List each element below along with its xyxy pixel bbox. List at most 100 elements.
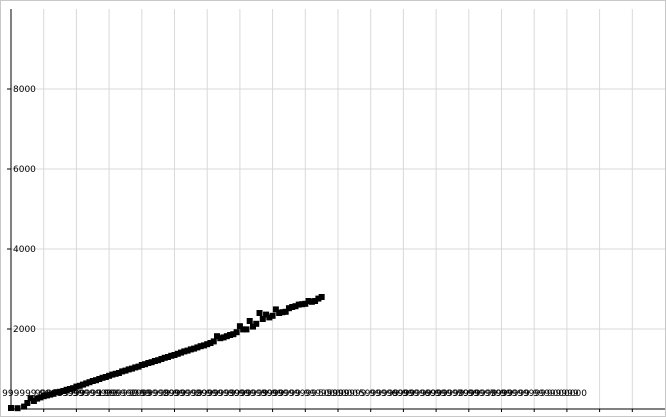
- data-point: [89, 378, 96, 384]
- data-point: [76, 382, 83, 389]
- x-tick-label: 9000000: [547, 389, 587, 399]
- data-point: [43, 392, 50, 399]
- data-point: [57, 388, 64, 395]
- data-point: [164, 354, 171, 360]
- data-point: [24, 400, 31, 406]
- data-point: [315, 295, 322, 302]
- data-point: [184, 347, 191, 354]
- data-point: [125, 366, 132, 373]
- data-point: [93, 377, 100, 384]
- data-point: [259, 316, 266, 322]
- y-tick-label: 4000: [13, 245, 36, 255]
- data-point: [220, 334, 227, 341]
- data-point: [66, 386, 73, 392]
- data-point: [158, 356, 165, 362]
- data-point: [138, 362, 145, 368]
- data-point: [106, 372, 113, 379]
- grid: [11, 9, 665, 409]
- data-point: [79, 381, 86, 388]
- x-tick-label: 6999999.99999999: [424, 389, 513, 399]
- data-point: [230, 331, 237, 338]
- data-point: [63, 386, 70, 393]
- data-point: [83, 380, 90, 387]
- data-point: [14, 405, 21, 412]
- data-point: [194, 344, 201, 351]
- data-point: [292, 303, 299, 310]
- data-point: [21, 403, 28, 410]
- data-point: [279, 309, 286, 316]
- data-point: [96, 376, 103, 382]
- x-tick-label: 7999999.99999999: [457, 389, 546, 399]
- data-point: [318, 294, 325, 300]
- data-point: [60, 388, 67, 394]
- data-point: [155, 357, 162, 364]
- y-tick-label: 2000: [13, 325, 36, 335]
- data-point: [305, 298, 312, 304]
- data-point: [197, 343, 204, 350]
- data-point: [282, 308, 289, 315]
- data-point: [285, 305, 292, 312]
- x-tick-label: 5000000: [318, 389, 358, 399]
- data-point: [200, 342, 207, 349]
- data-point: [174, 350, 181, 357]
- data-point: [249, 323, 256, 330]
- data-point: [256, 310, 263, 316]
- data-point: [266, 314, 273, 321]
- data-point: [181, 348, 188, 355]
- x-tick-label: 5999999.99999999: [359, 389, 448, 399]
- data-point: [115, 370, 122, 376]
- data-point: [227, 332, 234, 338]
- data-point: [109, 371, 116, 378]
- data-point: [145, 360, 152, 366]
- x-tick-label: 999999.99999999: [2, 389, 85, 399]
- data-point: [171, 352, 178, 358]
- x-tick-label: 3999999.99999999: [261, 389, 350, 399]
- data-point: [122, 367, 129, 374]
- x-tick-label: 6999999.99999999: [392, 389, 481, 399]
- data-point: [312, 298, 319, 304]
- data-point: [295, 301, 302, 308]
- data-point: [210, 338, 217, 345]
- data-point: [308, 298, 315, 305]
- data-point: [191, 345, 198, 352]
- data-point: [40, 393, 47, 400]
- data-point: [8, 405, 14, 411]
- data-point: [269, 312, 276, 319]
- y-tick-label: 6000: [13, 165, 36, 175]
- data-point: [223, 333, 230, 340]
- data-point: [161, 354, 168, 361]
- data-point: [112, 370, 119, 377]
- data-points: [8, 294, 325, 412]
- data-point: [142, 361, 149, 368]
- data-point: [148, 359, 155, 366]
- data-point: [27, 395, 34, 402]
- data-point: [299, 301, 306, 308]
- data-point: [47, 391, 54, 398]
- data-point: [276, 310, 283, 316]
- data-point: [236, 323, 243, 330]
- data-point: [263, 311, 270, 318]
- x-tick-label: 2999999.99999999: [196, 389, 285, 399]
- x-tick-label: 999999.99999999: [68, 389, 151, 399]
- data-point: [102, 374, 109, 380]
- data-point: [132, 364, 139, 371]
- data-point: [207, 340, 214, 346]
- data-point: [178, 349, 185, 356]
- x-tick-label: 5999999.99999999: [326, 389, 415, 399]
- data-point: [217, 335, 224, 342]
- data-point: [151, 358, 158, 364]
- data-point: [70, 385, 77, 392]
- x-tick-label: 7999999.99999999: [490, 389, 579, 399]
- x-tick-label: 2999999.99999999: [163, 389, 252, 399]
- x-tick-labels: 999999.99999999999999.99999999999999.999…: [2, 389, 587, 399]
- data-point: [233, 329, 240, 336]
- x-tick-label: 999999.99999999: [35, 389, 118, 399]
- data-point: [135, 363, 142, 370]
- x-tick-label: 1999999.99999999: [97, 389, 186, 399]
- data-point: [204, 341, 211, 348]
- y-tick-label: 8000: [13, 85, 36, 95]
- data-point: [86, 379, 93, 386]
- x-tick-label: 3999999.99999999: [228, 389, 317, 399]
- data-point: [30, 398, 37, 404]
